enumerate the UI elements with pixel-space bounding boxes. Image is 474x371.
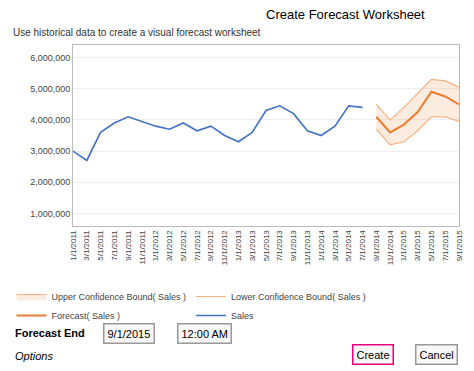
svg-text:3/1/2013: 3/1/2013 <box>248 230 257 262</box>
svg-text:3/1/2012: 3/1/2012 <box>165 230 174 262</box>
svg-text:5/1/2011: 5/1/2011 <box>96 230 105 261</box>
svg-text:Forecast End: Forecast End <box>15 327 85 339</box>
svg-text:3,000,000: 3,000,000 <box>30 146 70 156</box>
svg-text:7/1/2011: 7/1/2011 <box>110 230 119 261</box>
svg-text:11/1/2012: 11/1/2012 <box>220 230 229 266</box>
svg-text:1,000,000: 1,000,000 <box>30 209 70 219</box>
svg-text:7/1/2014: 7/1/2014 <box>358 230 367 262</box>
svg-text:Cancel: Cancel <box>420 349 454 361</box>
svg-text:7/1/2015: 7/1/2015 <box>441 230 450 262</box>
svg-text:Sales: Sales <box>231 311 254 321</box>
svg-text:9/1/2014: 9/1/2014 <box>372 230 381 262</box>
svg-text:Upper Confidence Bound( Sales: Upper Confidence Bound( Sales ) <box>51 292 186 302</box>
svg-text:5/1/2014: 5/1/2014 <box>344 230 353 262</box>
svg-text:Create: Create <box>357 349 390 361</box>
svg-text:7/1/2013: 7/1/2013 <box>275 230 284 262</box>
svg-text:1/1/2014: 1/1/2014 <box>317 230 326 262</box>
svg-text:11/1/2014: 11/1/2014 <box>386 230 395 266</box>
svg-text:Lower Confidence Bound( Sales: Lower Confidence Bound( Sales ) <box>231 292 366 302</box>
svg-text:11/1/2011: 11/1/2011 <box>138 230 147 265</box>
svg-text:5/1/2012: 5/1/2012 <box>179 230 188 262</box>
svg-text:2,000,000: 2,000,000 <box>30 177 70 187</box>
svg-text:9/1/2011: 9/1/2011 <box>124 230 133 261</box>
svg-text:1/1/2015: 1/1/2015 <box>399 230 408 262</box>
svg-text:9/1/2015: 9/1/2015 <box>455 230 464 262</box>
svg-text:Use historical data to create: Use historical data to create a visual f… <box>13 27 261 38</box>
svg-text:5,000,000: 5,000,000 <box>30 84 70 94</box>
svg-text:12:00 AM: 12:00 AM <box>182 328 228 340</box>
svg-text:1/1/2013: 1/1/2013 <box>234 230 243 262</box>
svg-text:Options: Options <box>15 350 53 362</box>
svg-text:6,000,000: 6,000,000 <box>30 53 70 63</box>
svg-text:Create Forecast Worksheet: Create Forecast Worksheet <box>266 7 425 22</box>
svg-text:9/1/2015: 9/1/2015 <box>108 328 151 340</box>
svg-text:Forecast( Sales ): Forecast( Sales ) <box>51 311 120 321</box>
svg-text:1/1/2012: 1/1/2012 <box>151 230 160 262</box>
svg-text:1/1/2011: 1/1/2011 <box>69 230 78 261</box>
svg-text:3/1/2014: 3/1/2014 <box>331 230 340 262</box>
svg-text:5/1/2015: 5/1/2015 <box>427 230 436 262</box>
svg-text:7/1/2012: 7/1/2012 <box>193 230 202 262</box>
svg-text:5/1/2013: 5/1/2013 <box>262 230 271 262</box>
svg-text:11/1/2013: 11/1/2013 <box>303 230 312 266</box>
svg-text:9/1/2013: 9/1/2013 <box>289 230 298 262</box>
svg-text:9/1/2012: 9/1/2012 <box>206 230 215 262</box>
svg-text:4,000,000: 4,000,000 <box>30 115 70 125</box>
svg-text:3/1/2011: 3/1/2011 <box>82 230 91 261</box>
svg-text:3/1/2015: 3/1/2015 <box>413 230 422 262</box>
